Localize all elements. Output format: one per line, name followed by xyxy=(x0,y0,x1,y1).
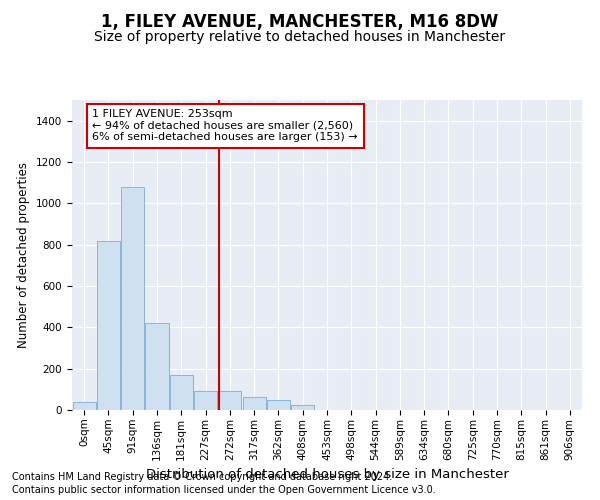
Text: Contains public sector information licensed under the Open Government Licence v3: Contains public sector information licen… xyxy=(12,485,436,495)
Bar xyxy=(145,323,169,410)
Bar xyxy=(121,187,144,410)
Text: Size of property relative to detached houses in Manchester: Size of property relative to detached ho… xyxy=(94,30,506,44)
Bar xyxy=(267,400,290,410)
Bar xyxy=(97,240,120,410)
Bar xyxy=(218,392,241,410)
Text: Contains HM Land Registry data © Crown copyright and database right 2024.: Contains HM Land Registry data © Crown c… xyxy=(12,472,392,482)
Bar xyxy=(73,402,95,410)
Bar xyxy=(291,405,314,410)
Text: 1 FILEY AVENUE: 253sqm
← 94% of detached houses are smaller (2,560)
6% of semi-d: 1 FILEY AVENUE: 253sqm ← 94% of detached… xyxy=(92,110,358,142)
Bar xyxy=(194,392,217,410)
Y-axis label: Number of detached properties: Number of detached properties xyxy=(17,162,31,348)
Bar xyxy=(170,375,193,410)
Bar xyxy=(242,396,266,410)
Text: 1, FILEY AVENUE, MANCHESTER, M16 8DW: 1, FILEY AVENUE, MANCHESTER, M16 8DW xyxy=(101,12,499,30)
X-axis label: Distribution of detached houses by size in Manchester: Distribution of detached houses by size … xyxy=(146,468,508,481)
